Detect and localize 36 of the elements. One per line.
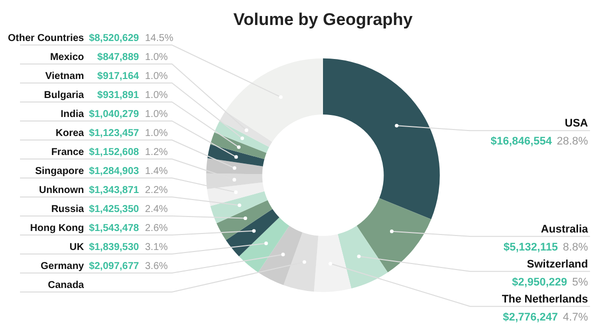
data-label: $8,520,629 14.5%: [88, 32, 174, 44]
slice-label: Switzerland: [526, 258, 588, 270]
slice-label: Unknown: [39, 184, 84, 196]
slice-label: Bulgaria: [44, 90, 84, 101]
slice-label: Hong Kong: [30, 222, 84, 234]
data-label: $1,543,478 2.6%: [88, 222, 168, 234]
slice-label: Korea: [56, 128, 84, 139]
slice-label: France: [51, 146, 84, 158]
slice-label: Canada: [48, 280, 84, 291]
slice-label: Mexico: [50, 52, 84, 63]
slice-label: Russia: [51, 204, 84, 215]
slice-label: Vietnam: [45, 70, 84, 82]
slice-label: Germany: [40, 260, 84, 272]
data-label: $931,891 1.0%: [97, 90, 168, 101]
data-label: $1,284,903 1.4%: [88, 166, 168, 177]
slice-label: The Netherlands: [502, 293, 588, 306]
data-label: $2,950,229 5%: [512, 276, 588, 288]
data-label: $16,846,554 28.8%: [490, 136, 588, 148]
slice-label: USA: [564, 118, 588, 130]
slice-label: UK: [70, 242, 85, 253]
data-label: $1,839,530 3.1%: [88, 242, 168, 253]
data-label: $1,343,871 2.2%: [88, 184, 168, 196]
data-label: $917,164 1.0%: [97, 70, 168, 82]
slice-label: Other Countries: [8, 32, 84, 44]
slice-label: India: [60, 108, 84, 120]
data-label: $847,889 1.0%: [97, 52, 168, 63]
data-label: $2,097,677 3.6%: [88, 260, 168, 272]
data-label: $1,425,350 2.4%: [88, 204, 168, 215]
data-label: $1,040,279 1.0%: [88, 108, 168, 120]
data-label: $1,123,457 1.0%: [88, 128, 168, 139]
data-label: $1,152,608 1.2%: [88, 146, 168, 158]
slice-label: Singapore: [35, 166, 84, 177]
chart-title: Volume by Geography: [233, 10, 414, 29]
data-label: $2,776,247 4.7%: [502, 311, 588, 324]
slice-label: Australia: [540, 223, 589, 236]
data-label: $5,132,115 8.8%: [503, 241, 588, 254]
